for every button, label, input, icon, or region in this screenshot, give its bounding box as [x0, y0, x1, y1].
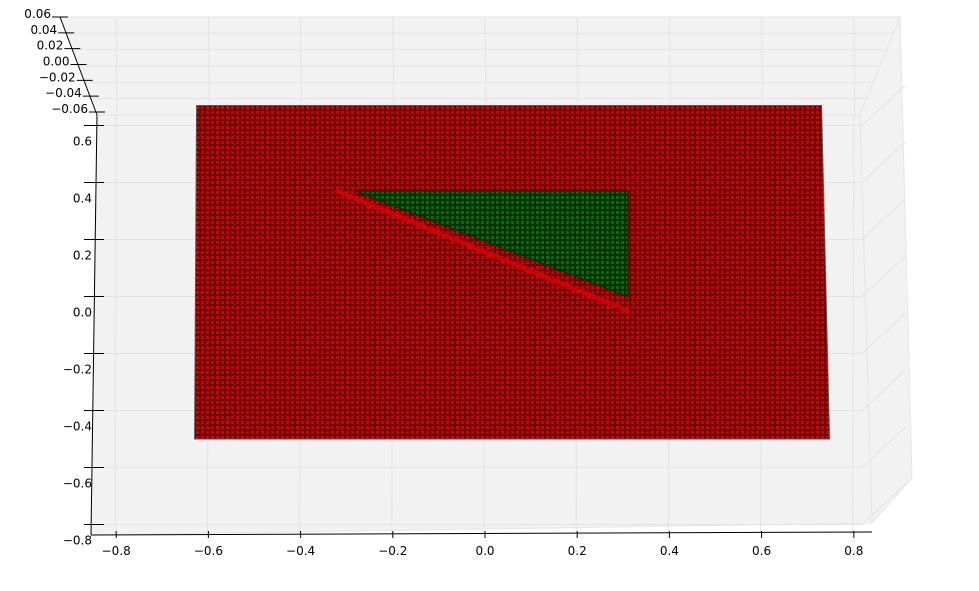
x-axis-ticks: −0.8 −0.6 −0.4 −0.2 0.0 0.2 0.4 0.6 0.8 [102, 531, 863, 558]
y-axis-ticks: −0.8 −0.6 −0.4 −0.2 0.0 0.2 0.4 0.6 [63, 125, 104, 548]
red-boundary-points [334, 188, 631, 314]
z-tick-label: 0.00 [43, 55, 70, 69]
y-tick-label: −0.4 [63, 420, 92, 434]
y-tick-label: 0.6 [73, 135, 92, 149]
z-tick-label: 0.02 [37, 39, 64, 53]
y-tick-label: −0.2 [63, 363, 92, 377]
x-grid-line [114, 114, 117, 534]
x-tick-label: −0.4 [286, 544, 315, 558]
red-point-cloud [194, 105, 831, 440]
right-grid-line [861, 256, 906, 297]
right-grid-line [861, 199, 906, 240]
right-grid-line [861, 484, 906, 525]
right-grid-line [861, 85, 906, 126]
y-tick-label: −0.8 [63, 534, 92, 548]
x-tick-label: 0.0 [475, 544, 494, 558]
z-tick-label: 0.06 [24, 7, 51, 21]
y-tick-label: 0.0 [73, 306, 92, 320]
x-tick-label: −0.2 [378, 544, 407, 558]
x-axis-line [90, 531, 873, 536]
green-point-cloud [355, 190, 629, 298]
z-tick-label: 0.04 [30, 23, 57, 37]
z-axis-ticks: 0.06 0.04 0.02 0.00−0.02 −0.04 −0.06 [24, 7, 105, 116]
y-tick-label: 0.4 [73, 192, 92, 206]
z-tick-label: −0.04 [45, 86, 82, 100]
z-tick-label: −0.02 [39, 70, 76, 84]
x-tick-label: 0.4 [660, 544, 679, 558]
right-grid-line [861, 427, 906, 468]
y-tick-label: 0.2 [73, 249, 92, 263]
x-tick-label: 0.2 [568, 544, 587, 558]
x-grid-line [852, 114, 855, 534]
x-tick-label: 0.8 [844, 544, 863, 558]
right-grid-line [861, 142, 906, 183]
right-grid-line [861, 313, 906, 354]
y-axis-line [90, 114, 98, 536]
y-tick-label: −0.6 [63, 477, 92, 491]
x-tick-label: −0.6 [194, 544, 223, 558]
x-tick-label: 0.6 [752, 544, 771, 558]
data-points [194, 105, 831, 440]
z-tick-label: −0.06 [51, 102, 88, 116]
x-tick-label: −0.8 [102, 544, 131, 558]
right-grid-line [861, 370, 906, 411]
